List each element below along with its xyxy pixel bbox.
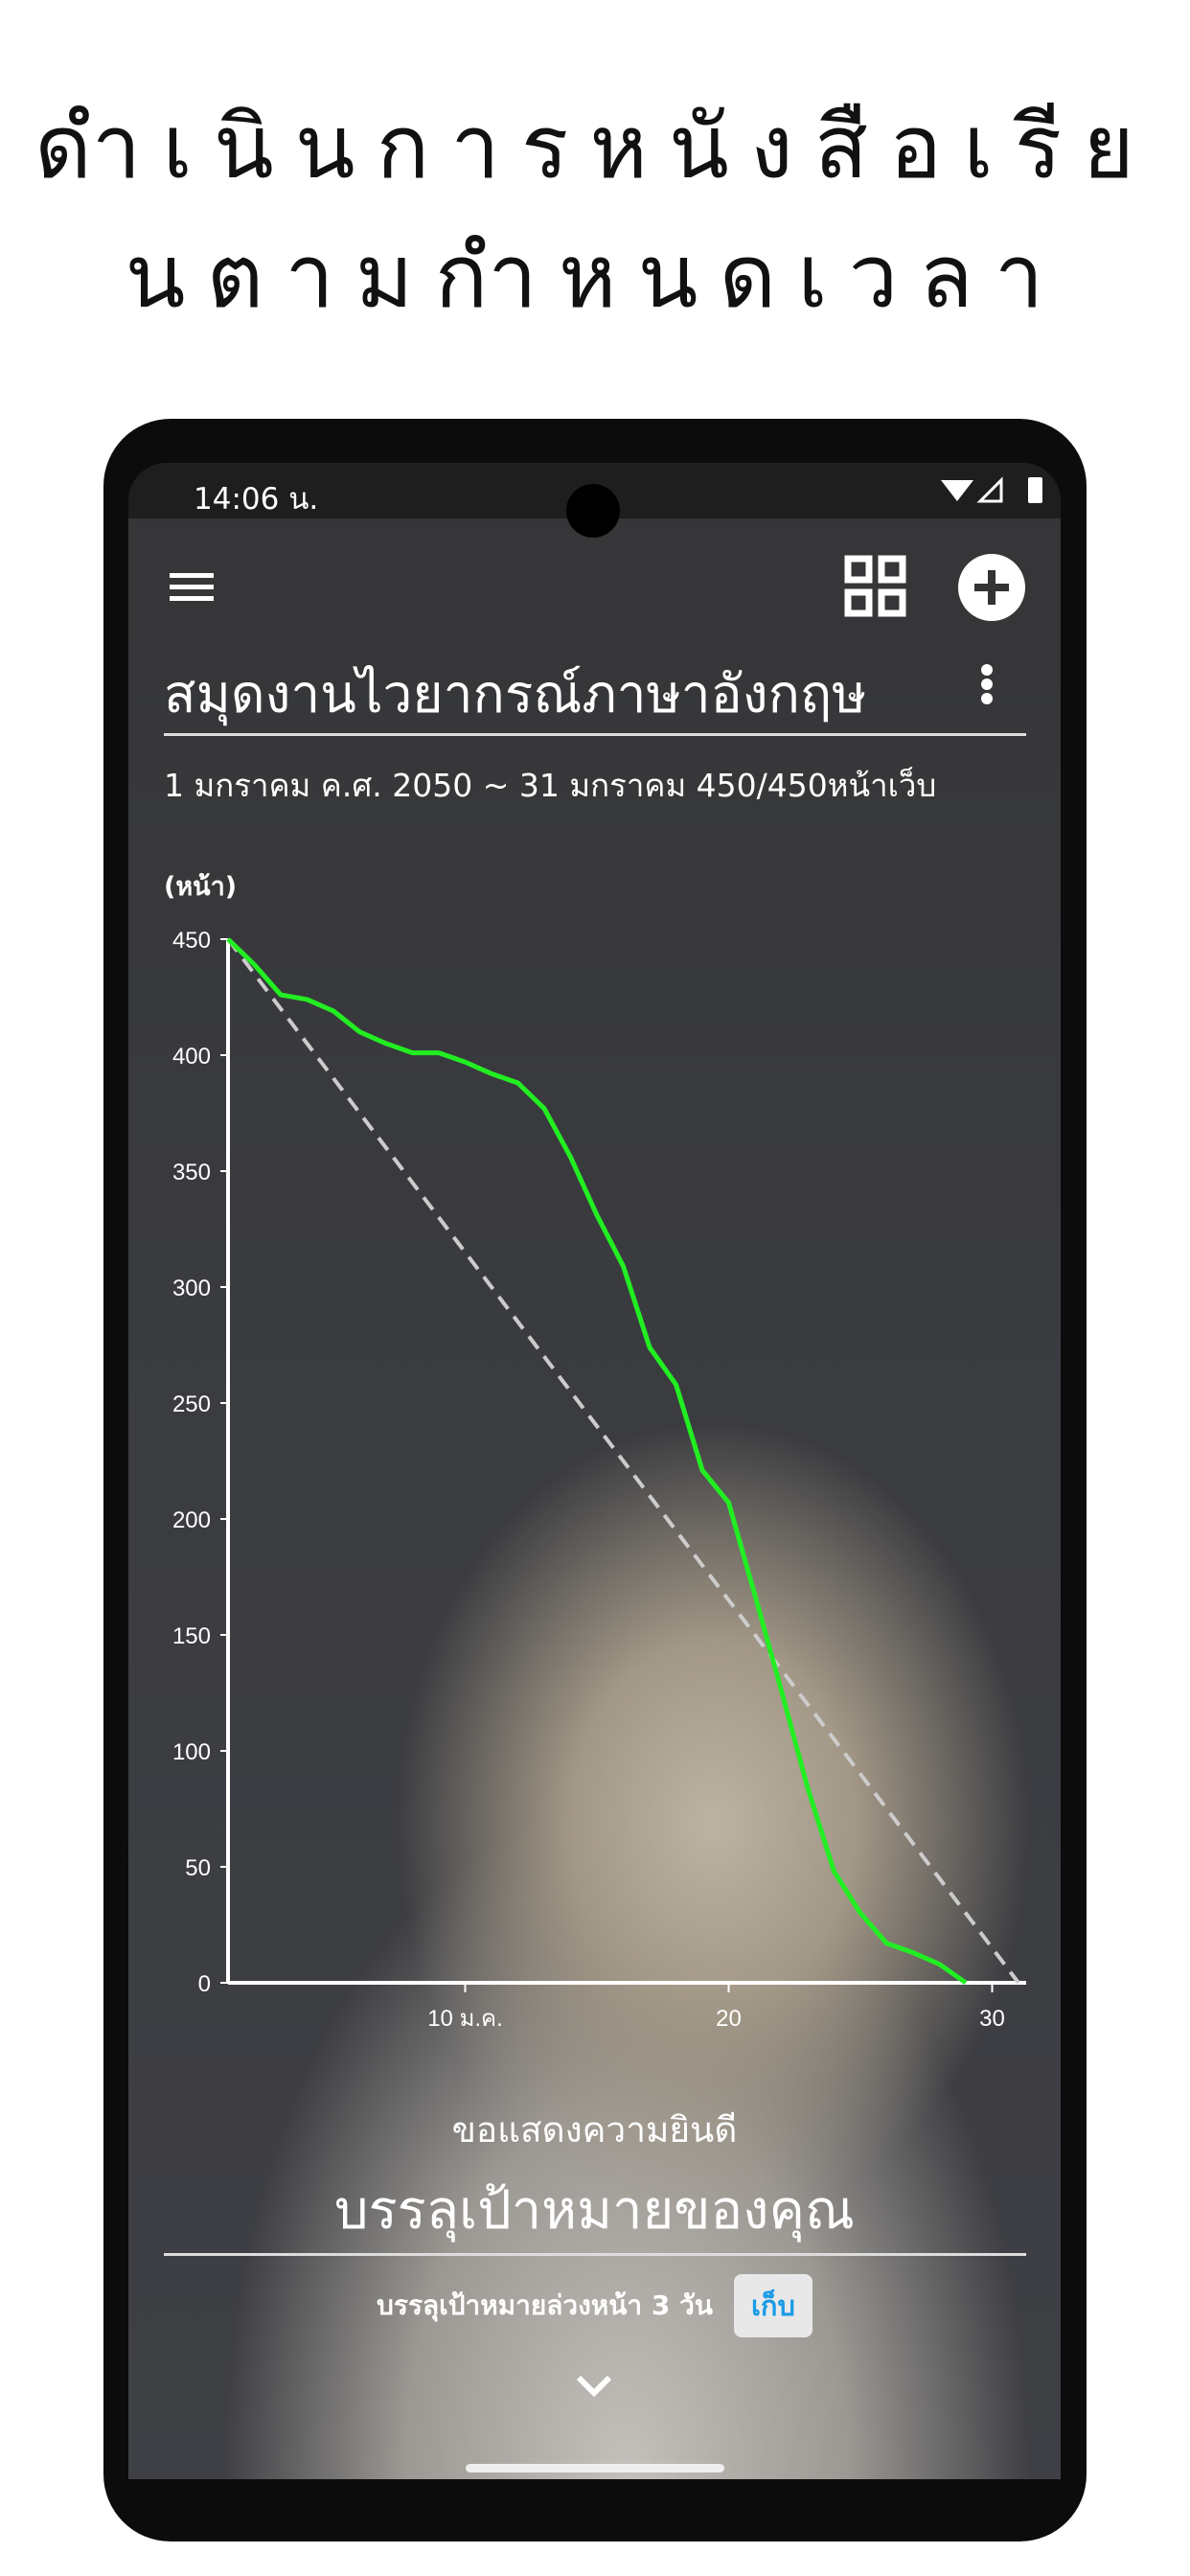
x-tick-label: 20 (716, 2006, 742, 2032)
y-tick-label: 300 (172, 1276, 211, 1301)
grid-view-button[interactable] (844, 555, 906, 617)
menu-button[interactable] (170, 573, 214, 601)
title-divider (164, 733, 1026, 736)
ahead-row: บรรลุเป้าหมายล่วงหน้า 3 วัน เก็บ (128, 2274, 1061, 2337)
result-divider (164, 2253, 1026, 2256)
plan-line (226, 937, 1020, 1985)
burndown-chart: 0 50 100 150 200 250 300 350 400 450 10 ม.ค. 20 30 (172, 928, 1026, 2032)
y-tick-label: 150 (172, 1623, 211, 1649)
y-tick-label: 250 (172, 1392, 211, 1417)
book-title: สมุดงานไวยากรณ์ภาษาอังกฤษ (164, 663, 867, 724)
goal-achieved-text: บรรลุเป้าหมายของคุณ (334, 2179, 855, 2242)
toolbar (170, 554, 1025, 621)
home-indicator[interactable] (466, 2464, 724, 2472)
congrats-text: ขอแสดงความยินดี (451, 2109, 738, 2150)
signal-icon (976, 476, 1003, 503)
y-axis-label: (หน้า) (164, 872, 238, 902)
promo-headline-line2: นตามกำหนดเวลา (125, 225, 1065, 328)
status-bar: 14:06 น. (128, 463, 1061, 538)
plus-circle-icon (958, 554, 1025, 621)
y-tick-label: 100 (172, 1739, 211, 1765)
wifi-icon (941, 480, 973, 501)
y-tick-label: 0 (198, 1971, 211, 1997)
y-tick-label: 400 (172, 1044, 211, 1070)
expand-button[interactable] (576, 2375, 612, 2398)
battery-icon (1028, 477, 1042, 503)
x-tick-label: 10 ม.ค. (427, 2006, 503, 2032)
chevron-down-icon (576, 2375, 612, 2398)
grid-icon (844, 555, 906, 617)
book-period: 1 มกราคม ค.ศ. 2050 ~ 31 มกราคม 450/450หน… (164, 767, 937, 804)
y-tick-label: 450 (172, 928, 211, 954)
actual-line (226, 937, 968, 1986)
status-icons (941, 476, 1042, 503)
keep-button[interactable]: เก็บ (733, 2274, 812, 2337)
y-tick-label: 50 (185, 1855, 211, 1881)
camera-cutout (566, 484, 620, 538)
app-screen: 14:06 น. สมุดงานไวยากรณ์ภาษาอังกฤษ 1 มกร… (128, 463, 1061, 2479)
promo-headline-line1: ดำเนินการหนังสือเรีย (34, 96, 1156, 198)
status-time: 14:06 น. (194, 482, 319, 517)
hamburger-icon (170, 573, 214, 601)
x-tick-label: 30 (979, 2006, 1005, 2032)
add-button[interactable] (958, 554, 1025, 621)
y-tick-label: 350 (172, 1160, 211, 1185)
ahead-text: บรรลุเป้าหมายล่วงหน้า 3 วัน (377, 2289, 713, 2321)
y-tick-label: 200 (172, 1507, 211, 1533)
